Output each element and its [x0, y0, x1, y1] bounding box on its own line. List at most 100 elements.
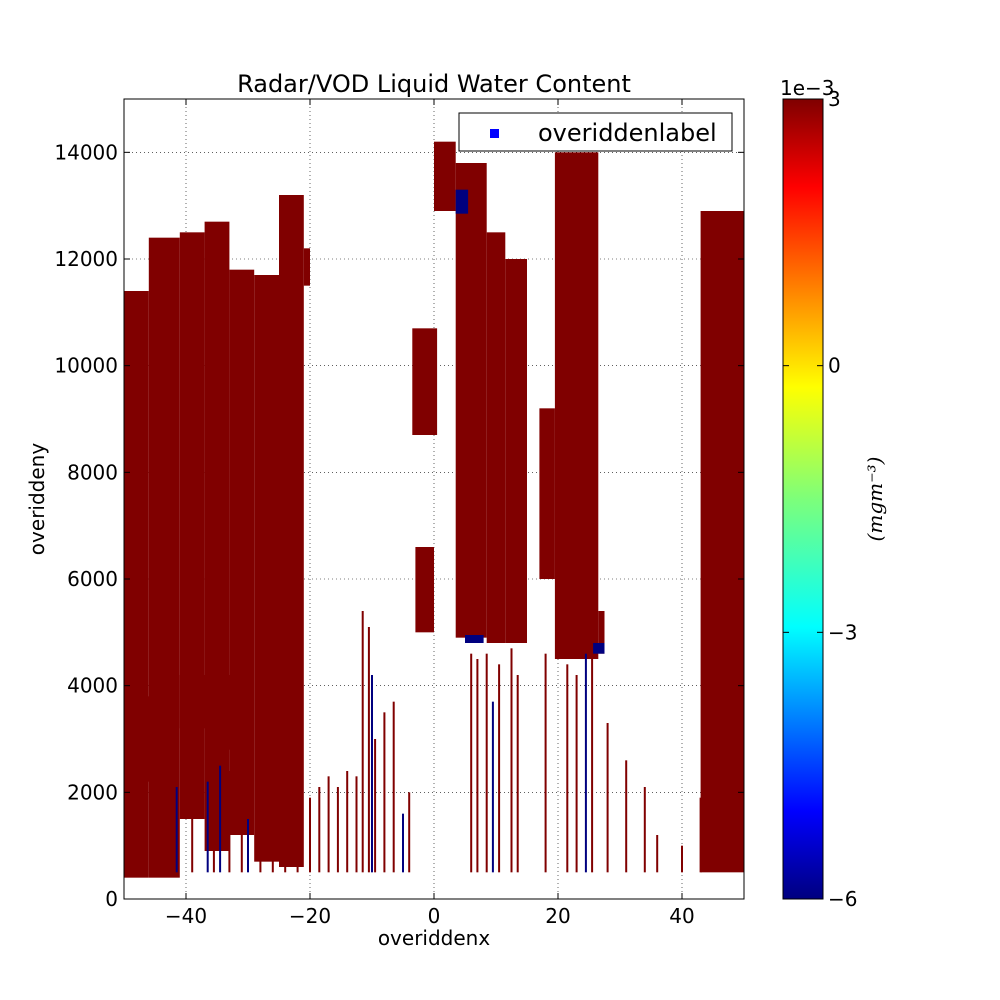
data-spike [318, 787, 321, 873]
data-region [179, 232, 205, 820]
data-spike [271, 781, 274, 873]
data-spike [172, 797, 175, 873]
data-spike [656, 835, 659, 873]
data-spike [175, 787, 178, 873]
data-region [539, 408, 555, 579]
data-region [204, 221, 230, 851]
data-spike [544, 653, 547, 873]
y-tick-label: 10000 [54, 354, 118, 378]
data-region [434, 141, 456, 211]
x-tick-label: 20 [545, 904, 570, 928]
data-spike [485, 653, 488, 873]
data-spike [402, 813, 404, 873]
data-spike [408, 792, 411, 873]
y-tick-label: 8000 [67, 460, 118, 484]
data-region [217, 675, 242, 750]
x-tick-label: −20 [289, 904, 331, 928]
data-spike [240, 803, 243, 873]
data-region [142, 696, 162, 782]
y-axis-label: overiddeny [25, 443, 49, 556]
data-spike [327, 776, 330, 873]
x-axis-label: overiddenx [378, 926, 491, 950]
data-spike [355, 776, 358, 873]
data-region [592, 643, 605, 654]
data-region [465, 635, 484, 643]
data-region [598, 611, 605, 654]
legend-marker [490, 129, 499, 138]
y-tick-label: 12000 [54, 247, 118, 271]
colorbar-ticks: 3 0 −3 −6 [783, 87, 857, 911]
data-region [279, 195, 304, 867]
chart-title: Radar/VOD Liquid Water Content [237, 70, 631, 98]
data-spike [212, 749, 215, 873]
data-spike [584, 653, 587, 873]
data-spike [309, 797, 311, 873]
data-spike [367, 627, 370, 873]
data-region [412, 328, 438, 435]
data-region [700, 211, 744, 873]
data-spike [383, 712, 386, 873]
legend-frame [458, 112, 733, 152]
data-spike [219, 765, 222, 873]
data-spike [476, 659, 479, 873]
data-spike [374, 739, 377, 873]
data-spike [491, 701, 494, 873]
colorbar-multiplier: 1e−3 [780, 76, 835, 100]
data-spike [510, 648, 513, 873]
colorbar-tick-label: −6 [828, 887, 857, 911]
data-region [554, 152, 599, 660]
data-spike [498, 664, 501, 873]
data-spike [346, 771, 349, 873]
colorbar-gradient [782, 98, 824, 900]
data-region [148, 237, 180, 878]
data-spike [284, 819, 287, 873]
data-spike [160, 744, 163, 873]
data-spike [392, 701, 395, 873]
y-tick-label: 14000 [54, 140, 118, 164]
data-spike [699, 797, 702, 873]
y-tick-label: 2000 [67, 780, 118, 804]
y-axis-ticks: 0 2000 4000 6000 8000 10000 12000 14000 [54, 140, 744, 911]
data-spike [371, 675, 373, 873]
data-spike [681, 845, 683, 873]
colorbar-tick-label: 0 [828, 354, 841, 378]
data-region [505, 259, 527, 643]
data-spike [247, 819, 249, 873]
data-region [179, 675, 217, 729]
data-spike [336, 787, 339, 873]
data-region [303, 248, 310, 286]
x-axis-ticks: −40 −20 0 20 40 [165, 99, 695, 928]
y-tick-label: 6000 [67, 567, 118, 591]
data-region [124, 291, 149, 878]
x-tick-label: 0 [428, 904, 441, 928]
data-region [254, 275, 279, 862]
data-spike [296, 792, 299, 873]
data-layer [124, 141, 744, 878]
data-spike [206, 781, 209, 873]
data-spike [191, 760, 194, 873]
data-spike [228, 771, 231, 873]
data-region [486, 232, 506, 644]
colorbar-tick-label: −3 [828, 620, 857, 644]
y-tick-label: 4000 [67, 674, 118, 698]
data-spike [361, 611, 364, 873]
data-region [229, 269, 255, 836]
colorbar-label: (mgm⁻³) [863, 457, 887, 542]
data-spike [643, 787, 646, 873]
x-tick-label: 40 [669, 904, 694, 928]
data-spike [259, 808, 262, 873]
data-spike [606, 723, 609, 873]
data-spike [575, 675, 578, 873]
data-spike [516, 675, 519, 873]
data-spike [566, 664, 569, 873]
x-tick-label: −40 [165, 904, 207, 928]
data-spike [470, 653, 473, 873]
y-tick-label: 0 [105, 887, 118, 911]
data-region [455, 163, 487, 638]
legend-box: overiddenlabel [458, 112, 733, 152]
data-spike [591, 632, 594, 873]
data-region [455, 189, 469, 214]
colorbar-tick-label: 3 [828, 87, 841, 111]
legend-label: overiddenlabel [538, 119, 717, 147]
